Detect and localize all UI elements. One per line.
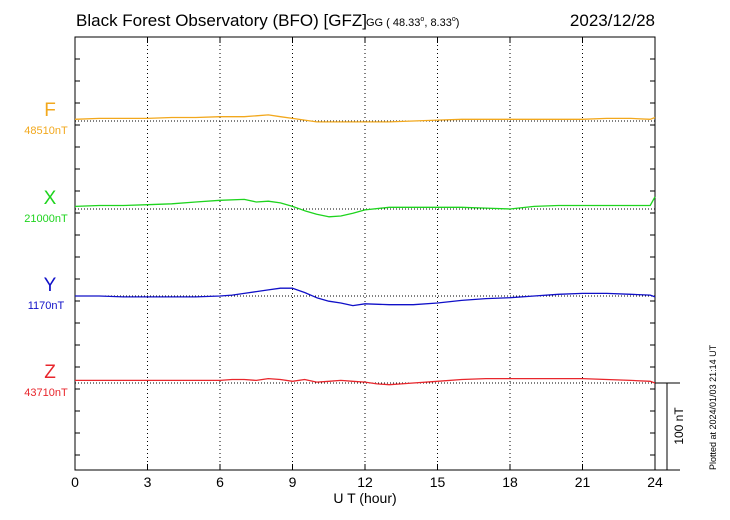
series-line-Y bbox=[75, 287, 656, 307]
scale-bar: 100 nT bbox=[655, 382, 686, 471]
component-letter-F: F bbox=[44, 100, 56, 121]
component-baseline-Y: 1170nT bbox=[28, 300, 65, 312]
baselines bbox=[75, 120, 655, 384]
chart-date: 2023/12/28 bbox=[570, 11, 655, 30]
x-tick-label-0: 0 bbox=[71, 474, 79, 490]
x-tick-label-18: 18 bbox=[502, 474, 518, 490]
component-baseline-X: 21000nT bbox=[24, 213, 68, 225]
component-letter-X: X bbox=[44, 188, 57, 209]
series-line-Z bbox=[75, 377, 656, 386]
x-tick-label-6: 6 bbox=[216, 474, 224, 490]
x-tick-label-12: 12 bbox=[357, 474, 373, 490]
series-line-F bbox=[74, 114, 656, 123]
chart-title: Black Forest Observatory (BFO) [GFZ] bbox=[76, 11, 367, 30]
x-tick-label-15: 15 bbox=[430, 474, 446, 490]
scale-bar-label: 100 nT bbox=[672, 407, 686, 445]
component-baseline-Z: 43710nT bbox=[24, 387, 68, 399]
station-coordinates: GG ( 48.33o, 8.33o) bbox=[366, 16, 459, 29]
x-axis-label: U T (hour) bbox=[333, 490, 396, 506]
series-group bbox=[74, 114, 656, 386]
plotted-timestamp: Plotted at 2024/01/03 21:14 UT bbox=[708, 344, 718, 470]
component-labels: F 48510nT X 21000nT Y 1170nT Z 43710nT bbox=[24, 100, 68, 399]
component-letter-Y: Y bbox=[44, 275, 57, 296]
x-tick-label-21: 21 bbox=[575, 474, 591, 490]
component-letter-Z: Z bbox=[44, 362, 56, 383]
grid bbox=[147, 37, 583, 470]
x-axis: 0 3 6 9 12 15 18 21 24 bbox=[71, 37, 663, 490]
x-tick-label-3: 3 bbox=[144, 474, 152, 490]
series-line-X bbox=[74, 196, 656, 218]
component-baseline-F: 48510nT bbox=[24, 125, 68, 137]
x-tick-label-9: 9 bbox=[289, 474, 297, 490]
x-tick-label-24: 24 bbox=[647, 474, 663, 490]
